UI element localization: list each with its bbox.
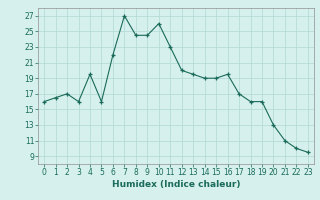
X-axis label: Humidex (Indice chaleur): Humidex (Indice chaleur) (112, 180, 240, 189)
